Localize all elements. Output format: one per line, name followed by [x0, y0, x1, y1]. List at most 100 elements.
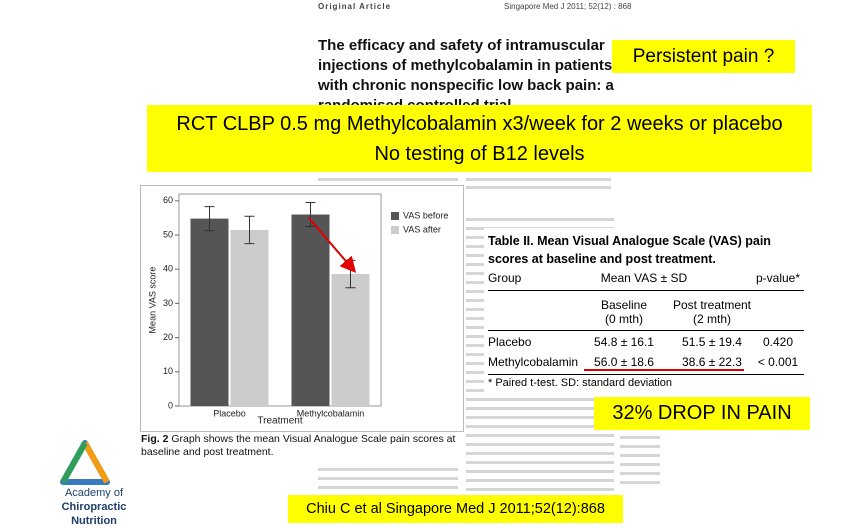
text-line — [466, 461, 614, 464]
text-line — [466, 488, 614, 491]
text-line — [620, 445, 660, 448]
y-tick-label: 30 — [163, 298, 173, 308]
y-tick-label: 10 — [163, 366, 173, 376]
table-header: Group — [488, 271, 522, 285]
y-axis-title: Mean VAS score — [147, 267, 157, 334]
legend-swatch — [391, 212, 399, 220]
text-line — [466, 272, 484, 275]
text-line — [620, 481, 660, 484]
text-line — [466, 335, 484, 338]
text-line — [466, 344, 484, 347]
result-callout: 32% DROP IN PAIN — [594, 397, 810, 430]
chart: 0 10 20 30 40 50 60 Mean VAS score Treatment Plac… — [140, 185, 464, 432]
text-line — [620, 472, 660, 475]
bar — [230, 229, 269, 406]
text-line — [466, 317, 484, 320]
table-footnote: * Paired t-test. SD: standard deviation — [488, 377, 673, 389]
text-line — [318, 178, 458, 181]
sub: Post treatment — [672, 298, 752, 312]
sub: (2 mth) — [692, 312, 731, 326]
error-bar — [244, 215, 255, 245]
logo-text: Academy of Chiropractic Nutrition — [44, 486, 144, 528]
table-header: p-value* — [755, 271, 801, 285]
article-title: The efficacy and safety of intramuscular… — [318, 37, 614, 114]
figure-caption: Fig. 2 Graph shows the mean Visual Analo… — [141, 433, 461, 459]
table-title: Table II. Mean Visual Analogue Scale (VA… — [488, 234, 771, 266]
caption-label: Fig. 2 — [141, 433, 169, 445]
logo-line: Chiropractic Nutrition — [61, 501, 127, 527]
y-tick-label: 60 — [163, 195, 173, 205]
text-line — [466, 416, 614, 419]
text-line — [466, 245, 484, 248]
table-cell: 0.420 — [762, 335, 794, 349]
text-line — [466, 353, 484, 356]
text-line — [318, 486, 458, 489]
text-line — [466, 371, 484, 374]
annotation-arrow — [307, 216, 357, 274]
y-tick-label: 50 — [163, 229, 173, 239]
text-line — [620, 463, 660, 466]
logo-icon — [60, 440, 110, 485]
text-line — [466, 218, 614, 221]
text-line — [466, 479, 614, 482]
text-line — [466, 443, 614, 446]
sub: Baseline — [600, 298, 648, 312]
text-line — [466, 452, 614, 455]
citation: Chiu C et al Singapore Med J 2011;52(12)… — [288, 495, 623, 523]
text-line — [466, 186, 611, 189]
question-callout: Persistent pain ? — [612, 40, 795, 73]
text-line — [466, 380, 484, 383]
text-line — [620, 454, 660, 457]
text-line — [466, 434, 614, 437]
table-cell: 56.0 ± 18.6 — [594, 355, 654, 369]
text-line — [318, 468, 458, 471]
table-cell: Methylcobalamin — [488, 355, 579, 369]
legend-label: VAS after — [403, 224, 441, 234]
y-tick-label: 0 — [168, 400, 173, 410]
text-line — [466, 389, 484, 392]
table-subheader: Baseline (0 mth) — [584, 298, 664, 326]
text-line — [466, 398, 614, 401]
text-line — [466, 178, 611, 181]
y-tick-label: 40 — [163, 264, 173, 274]
table-header: Mean VAS ± SD — [600, 271, 688, 285]
bar — [190, 218, 229, 406]
text-line — [466, 299, 484, 302]
bar — [331, 274, 370, 406]
text-line — [466, 263, 484, 266]
error-bar — [305, 202, 316, 227]
table-cell: < 0.001 — [757, 355, 799, 369]
legend-swatch — [391, 226, 399, 234]
text-line — [466, 362, 484, 365]
table-cell: 54.8 ± 16.1 — [594, 335, 654, 349]
table-cell: 38.6 ± 22.3 — [682, 355, 742, 369]
sub: (0 mth) — [604, 312, 643, 326]
x-tick-label: Placebo — [213, 408, 246, 418]
y-tick-label: 20 — [163, 332, 173, 342]
text-line — [466, 236, 484, 239]
table-cell: Placebo — [488, 335, 532, 349]
text-line — [466, 407, 614, 410]
text-line — [466, 326, 484, 329]
text-line — [466, 290, 484, 293]
design-line: No testing of B12 levels — [374, 143, 585, 165]
text-line — [466, 254, 484, 257]
table: Table II. Mean Visual Analogue Scale (VA… — [484, 228, 808, 393]
text-line — [466, 425, 614, 428]
text-line — [466, 308, 484, 311]
design-callout: RCT CLBP 0.5 mg Methylcobalamin x3/week … — [147, 105, 812, 172]
x-axis-title: Treatment — [257, 416, 302, 427]
text-line — [466, 281, 484, 284]
table-cell: 51.5 ± 19.4 — [682, 335, 742, 349]
text-line — [466, 470, 614, 473]
logo-line: Academy of — [64, 487, 124, 499]
legend-label: VAS before — [403, 210, 448, 220]
text-line — [318, 477, 458, 480]
bar — [291, 214, 330, 406]
journal-label: Singapore Med J 2011; 52(12) : 868 — [504, 2, 632, 11]
error-bar — [204, 206, 215, 232]
design-line: RCT CLBP 0.5 mg Methylcobalamin x3/week … — [176, 113, 783, 135]
section-label: Original Article — [318, 2, 392, 11]
table-subheader: Post treatment (2 mth) — [664, 298, 760, 326]
